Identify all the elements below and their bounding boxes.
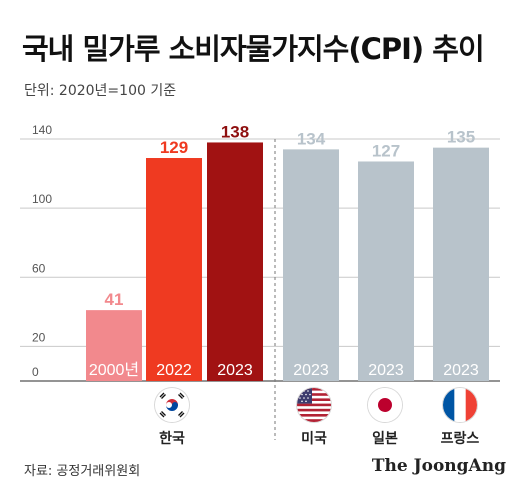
bar xyxy=(283,149,339,381)
bar-year-label: 2023 xyxy=(217,362,253,379)
data-label: 127 xyxy=(372,141,400,160)
unit-note: 단위: 2020년=100 기준 xyxy=(24,83,177,99)
y-tick-label: 20 xyxy=(32,330,46,344)
country-label-japan: 일본 xyxy=(372,431,398,447)
data-label: 134 xyxy=(297,129,326,148)
country-label-korea: 한국 xyxy=(159,431,185,447)
publisher-logo: The JoongAng xyxy=(371,456,506,476)
country-label-france: 프랑스 xyxy=(440,431,480,447)
bar xyxy=(207,142,263,381)
source-note: 자료: 공정거래위원회 xyxy=(24,464,141,479)
country-label-usa: 미국 xyxy=(301,431,327,447)
bar-year-label: 2000년 xyxy=(89,361,139,379)
bar xyxy=(86,310,142,381)
bar xyxy=(433,147,489,381)
y-tick-label: 140 xyxy=(32,123,52,137)
data-label: 41 xyxy=(105,290,124,309)
usa-flag-icon xyxy=(297,388,331,422)
bar-chart: 0 20 60 100 140 41 2000년 129 2022 138 2023 134 2023 1… xyxy=(20,122,500,440)
bar-year-label: 2023 xyxy=(293,362,329,379)
y-tick-label: 100 xyxy=(32,192,52,206)
bar xyxy=(358,161,414,381)
y-tick-label: 60 xyxy=(32,261,46,275)
data-label: 135 xyxy=(447,128,475,147)
france-flag-icon xyxy=(443,388,477,422)
bar-year-label: 2023 xyxy=(443,362,479,379)
data-label: 138 xyxy=(221,122,249,141)
data-label: 129 xyxy=(160,138,188,157)
japan-flag-icon xyxy=(368,388,402,422)
bar-year-label: 2023 xyxy=(368,362,404,379)
korea-flag-icon xyxy=(155,388,189,422)
bar xyxy=(146,158,202,381)
bar-year-label: 2022 xyxy=(156,362,192,379)
chart-title: 국내 밀가루 소비자물가지수(CPI) 추이 xyxy=(22,32,485,66)
y-tick-label: 0 xyxy=(32,365,39,379)
